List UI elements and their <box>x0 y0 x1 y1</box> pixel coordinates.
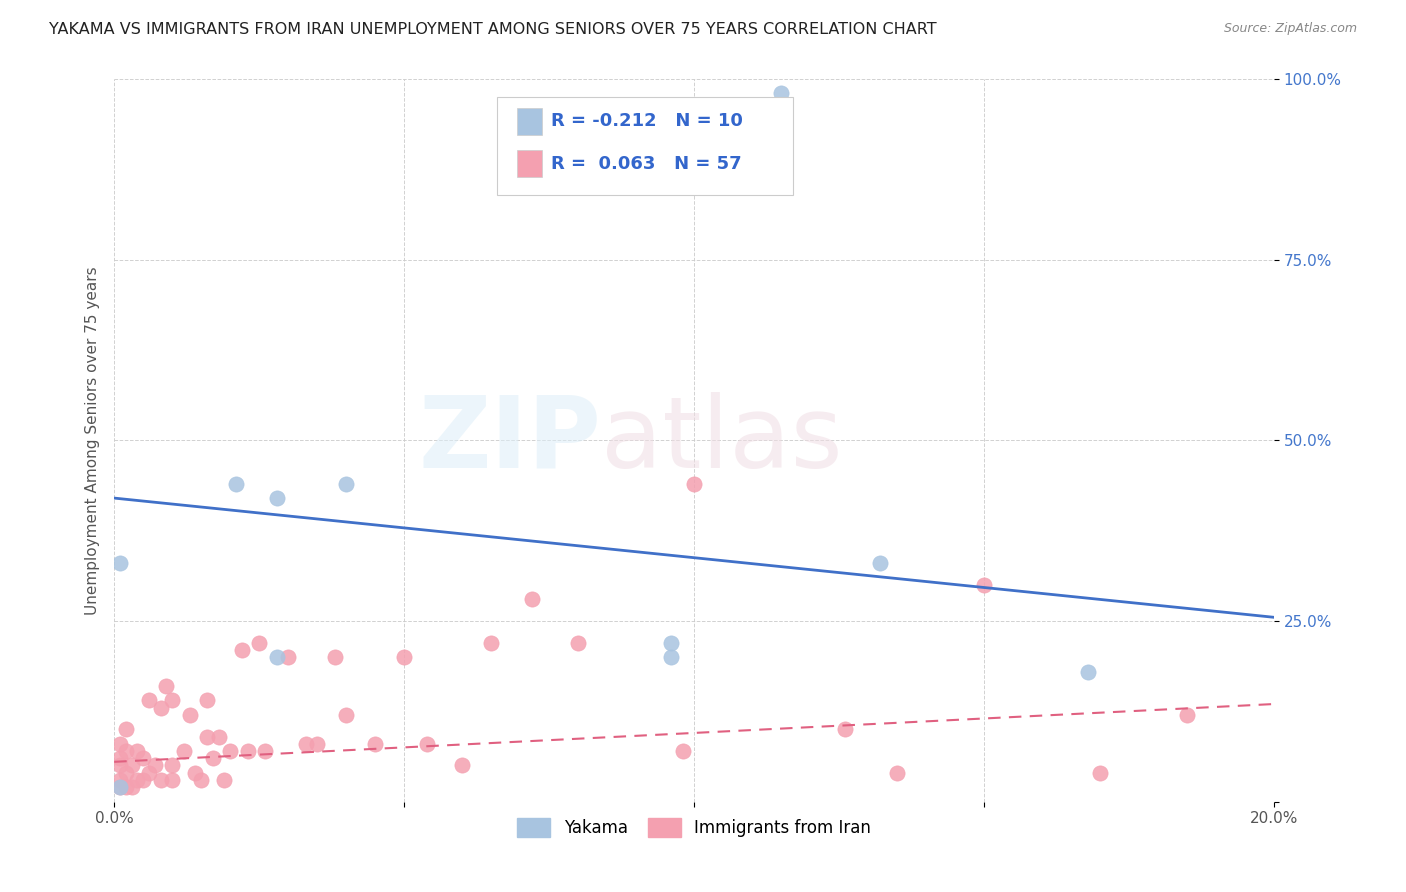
Point <box>108 780 131 794</box>
Point <box>323 650 346 665</box>
Point <box>659 635 682 649</box>
Point <box>266 491 288 505</box>
Point <box>114 723 136 737</box>
Point <box>294 737 316 751</box>
Point <box>138 765 160 780</box>
Point <box>108 772 131 787</box>
Point <box>108 556 131 570</box>
Point <box>1088 765 1111 780</box>
Point <box>451 758 474 772</box>
Point <box>108 758 131 772</box>
Point <box>247 635 270 649</box>
Y-axis label: Unemployment Among Seniors over 75 years: Unemployment Among Seniors over 75 years <box>86 266 100 615</box>
Point <box>114 780 136 794</box>
Point <box>683 476 706 491</box>
Point <box>659 650 682 665</box>
Point <box>127 772 149 787</box>
Text: R =  0.063   N = 57: R = 0.063 N = 57 <box>551 154 742 173</box>
Point <box>173 744 195 758</box>
Point <box>335 707 357 722</box>
Point <box>143 758 166 772</box>
Point <box>121 758 143 772</box>
Point <box>307 737 329 751</box>
Point <box>671 744 693 758</box>
Point <box>253 744 276 758</box>
Point <box>195 693 218 707</box>
Point <box>160 693 183 707</box>
Point <box>1175 707 1198 722</box>
Point <box>207 730 229 744</box>
Point <box>201 751 224 765</box>
Point <box>520 592 543 607</box>
Point <box>149 772 172 787</box>
Point <box>108 751 131 765</box>
Point <box>179 707 201 722</box>
Legend: Yakama, Immigrants from Iran: Yakama, Immigrants from Iran <box>510 811 877 844</box>
Point <box>114 744 136 758</box>
Point <box>886 765 908 780</box>
Point <box>479 635 502 649</box>
Text: ZIP: ZIP <box>419 392 602 489</box>
Point <box>416 737 439 751</box>
Point <box>231 643 253 657</box>
Point <box>225 476 247 491</box>
Point <box>973 578 995 592</box>
Point <box>160 758 183 772</box>
Point <box>869 556 891 570</box>
Point <box>266 650 288 665</box>
Point <box>190 772 212 787</box>
Point <box>138 693 160 707</box>
Point <box>127 744 149 758</box>
Point <box>834 723 856 737</box>
Text: R = -0.212   N = 10: R = -0.212 N = 10 <box>551 112 744 130</box>
Point <box>335 476 357 491</box>
Text: YAKAMA VS IMMIGRANTS FROM IRAN UNEMPLOYMENT AMONG SENIORS OVER 75 YEARS CORRELAT: YAKAMA VS IMMIGRANTS FROM IRAN UNEMPLOYM… <box>49 22 936 37</box>
Point <box>364 737 387 751</box>
Point <box>195 730 218 744</box>
Text: Source: ZipAtlas.com: Source: ZipAtlas.com <box>1223 22 1357 36</box>
Point <box>121 780 143 794</box>
Point <box>114 765 136 780</box>
Point <box>108 780 131 794</box>
Point <box>1077 665 1099 679</box>
Point <box>132 751 155 765</box>
FancyBboxPatch shape <box>496 97 793 194</box>
Point <box>277 650 299 665</box>
Point <box>184 765 207 780</box>
Point <box>160 772 183 787</box>
Point <box>236 744 259 758</box>
Point <box>214 772 236 787</box>
Point <box>392 650 415 665</box>
Text: atlas: atlas <box>602 392 844 489</box>
Point <box>219 744 242 758</box>
Point <box>132 772 155 787</box>
Bar <box>516 108 543 135</box>
Point <box>149 700 172 714</box>
Point <box>108 737 131 751</box>
Bar <box>516 150 543 178</box>
Point <box>155 679 177 693</box>
Point <box>567 635 589 649</box>
Point <box>770 87 793 101</box>
